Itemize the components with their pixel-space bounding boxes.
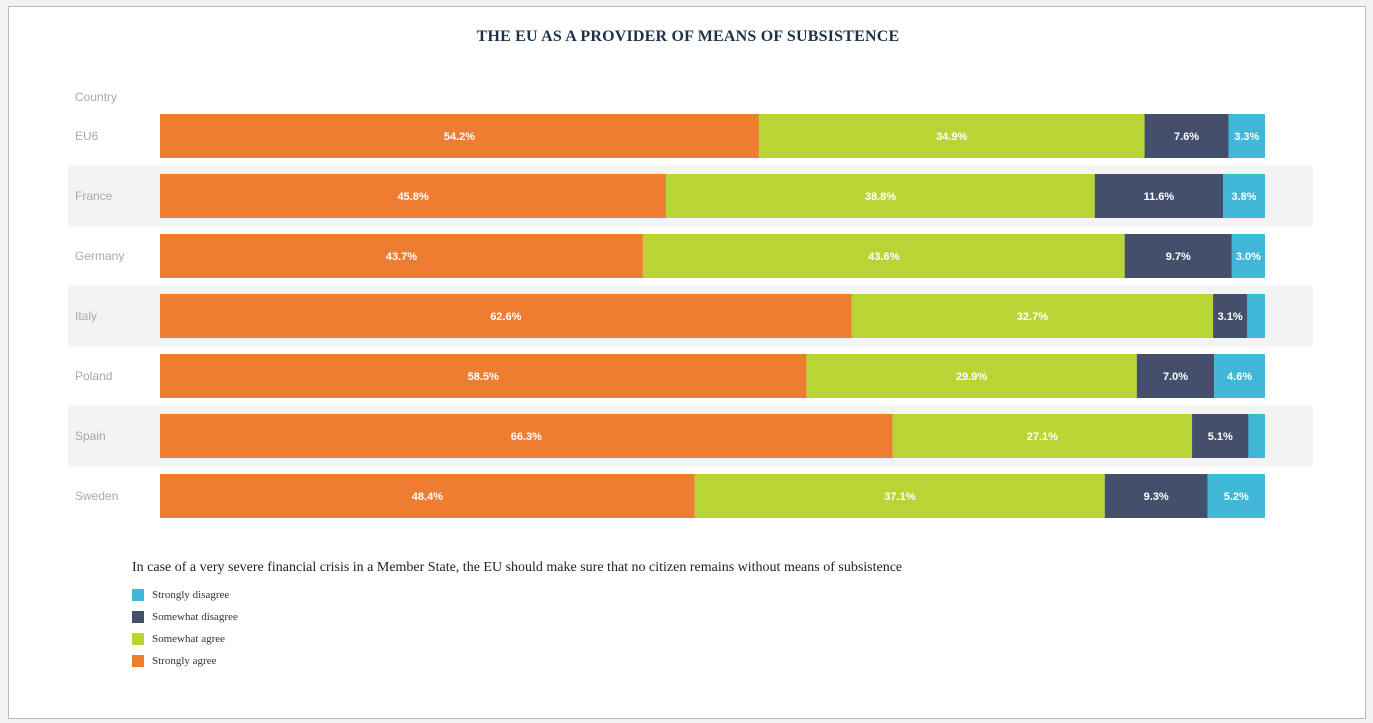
bar-germany-somewhat-disagree [1124, 234, 1232, 278]
category-label-spain: Spain [75, 429, 106, 443]
legend-swatch [132, 655, 144, 667]
data-label-poland-somewhat-disagree: 7.0% [1163, 371, 1188, 383]
bar-spain-strongly-agree [160, 414, 893, 458]
bar-eu6-somewhat-agree [758, 114, 1145, 158]
legend-label: Somewhat agree [152, 633, 225, 645]
category-label-poland: Poland [75, 369, 112, 383]
category-label-italy: Italy [75, 309, 97, 323]
legend-title: In case of a very severe financial crisi… [132, 560, 903, 575]
legend-swatch [132, 611, 144, 623]
bar-sweden-strongly-disagree [1207, 474, 1265, 518]
data-label-germany-strongly-agree: 43.7% [386, 251, 417, 263]
data-label-eu6-strongly-agree: 54.2% [444, 131, 475, 143]
bar-poland-somewhat-disagree [1136, 354, 1215, 398]
data-label-germany-strongly-disagree: 3.0% [1236, 251, 1261, 263]
bar-italy-strongly-disagree [1247, 294, 1265, 338]
bar-italy-somewhat-disagree [1213, 294, 1248, 338]
data-label-france-strongly-agree: 45.8% [397, 191, 428, 203]
legend-swatch [132, 589, 144, 601]
data-label-germany-somewhat-disagree: 9.7% [1166, 251, 1191, 263]
bar-eu6-strongly-disagree [1228, 114, 1266, 158]
bar-germany-somewhat-agree [642, 234, 1125, 278]
legend-item-somewhat-agree: Somewhat agree [132, 628, 902, 650]
data-label-italy-somewhat-agree: 32.7% [1017, 311, 1048, 323]
bar-eu6-strongly-agree [160, 114, 759, 158]
category-label-germany: Germany [75, 249, 124, 263]
category-label-eu6: EU6 [75, 129, 99, 143]
data-label-france-somewhat-disagree: 11.6% [1144, 191, 1175, 203]
bar-germany-strongly-disagree [1231, 234, 1265, 278]
bar-sweden-strongly-agree [160, 474, 695, 518]
bar-spain-somewhat-disagree [1192, 414, 1249, 458]
data-label-sweden-strongly-agree: 48.4% [412, 491, 443, 503]
bar-sweden-somewhat-agree [694, 474, 1105, 518]
data-label-spain-somewhat-disagree: 5.1% [1208, 431, 1233, 443]
data-label-eu6-strongly-disagree: 3.3% [1234, 131, 1259, 143]
data-label-sweden-somewhat-disagree: 9.3% [1144, 491, 1169, 503]
data-label-poland-somewhat-agree: 29.9% [956, 371, 987, 383]
legend-label: Somewhat disagree [152, 611, 238, 623]
legend-item-strongly-agree: Strongly agree [132, 650, 902, 672]
bar-poland-somewhat-agree [806, 354, 1137, 398]
data-label-sweden-somewhat-agree: 37.1% [884, 491, 915, 503]
category-labels: EU6 France Germany Italy Poland Spain Sweden [75, 129, 124, 503]
data-label-eu6-somewhat-disagree: 7.6% [1174, 131, 1199, 143]
data-label-spain-strongly-agree: 66.3% [511, 431, 542, 443]
data-label-italy-somewhat-disagree: 3.1% [1218, 311, 1243, 323]
bar-france-strongly-disagree [1223, 174, 1265, 218]
chart-title: THE EU AS A PROVIDER OF MEANS OF SUBSIST… [476, 28, 900, 45]
bar-spain-strongly-disagree [1248, 414, 1265, 458]
bar-poland-strongly-agree [160, 354, 807, 398]
data-label-italy-strongly-agree: 62.6% [490, 311, 521, 323]
bar-poland-strongly-disagree [1214, 354, 1265, 398]
legend-swatch [132, 633, 144, 645]
data-label-france-strongly-disagree: 3.8% [1231, 191, 1256, 203]
category-label-france: France [75, 189, 113, 203]
legend: In case of a very severe financial crisi… [132, 560, 902, 672]
data-label-germany-somewhat-agree: 43.6% [868, 251, 899, 263]
data-label-sweden-strongly-disagree: 5.2% [1224, 491, 1249, 503]
bar-france-somewhat-disagree [1094, 174, 1224, 218]
data-label-poland-strongly-disagree: 4.6% [1227, 371, 1252, 383]
bar-italy-somewhat-agree [851, 294, 1214, 338]
bar-france-strongly-agree [160, 174, 667, 218]
legend-label: Strongly agree [152, 655, 217, 667]
data-label-spain-somewhat-agree: 27.1% [1027, 431, 1058, 443]
bar-sweden-somewhat-disagree [1104, 474, 1208, 518]
data-label-france-somewhat-agree: 38.8% [865, 191, 896, 203]
bars-group: 54.2% 34.9% 7.6% 3.3% 45.8% 38.8% 11.6% 3.8% 43.… [160, 114, 1266, 518]
legend-item-strongly-disagree: Strongly disagree [132, 584, 902, 606]
legend-label: Strongly disagree [152, 589, 230, 601]
category-label-sweden: Sweden [75, 489, 118, 503]
bar-france-somewhat-agree [666, 174, 1095, 218]
bar-germany-strongly-agree [160, 234, 643, 278]
row-header: Country [75, 90, 117, 104]
legend-item-somewhat-disagree: Somewhat disagree [132, 606, 902, 628]
data-label-poland-strongly-agree: 58.5% [468, 371, 499, 383]
bar-spain-somewhat-agree [892, 414, 1193, 458]
data-label-eu6-somewhat-agree: 34.9% [936, 131, 967, 143]
bar-italy-strongly-agree [160, 294, 852, 338]
bar-eu6-somewhat-disagree [1144, 114, 1229, 158]
